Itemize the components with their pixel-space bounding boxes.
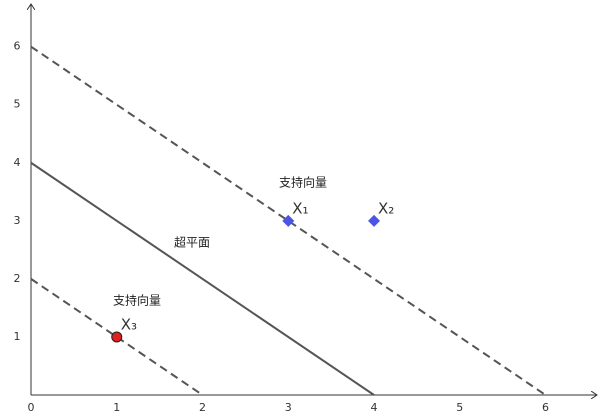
point-label: X₃ (121, 315, 137, 333)
y-tick-label: 6 (14, 40, 21, 53)
x-tick-label: 0 (28, 401, 35, 414)
point (111, 331, 123, 343)
x-tick-label: 5 (456, 401, 463, 414)
annotation: 支持向量 (279, 175, 327, 190)
y-tick-label: 3 (14, 214, 21, 227)
y-tick-label: 1 (14, 330, 21, 343)
x-tick-label: 3 (285, 401, 292, 414)
point-label: X₂ (378, 199, 394, 217)
y-tick-label: 2 (14, 272, 21, 285)
x-tick-label: 2 (199, 401, 206, 414)
annotation: 超平面 (174, 235, 210, 250)
point (368, 214, 381, 227)
margin-line (30, 278, 204, 396)
point (282, 214, 295, 227)
x-tick-label: 6 (542, 401, 549, 414)
x-tick-label: 1 (113, 401, 120, 414)
x-tick-label: 4 (371, 401, 378, 414)
hyperplane (30, 161, 375, 396)
y-tick-label: 4 (14, 156, 21, 169)
point-label: X₁ (292, 199, 308, 217)
y-tick-label: 5 (14, 98, 21, 111)
annotation: 支持向量 (113, 293, 161, 308)
